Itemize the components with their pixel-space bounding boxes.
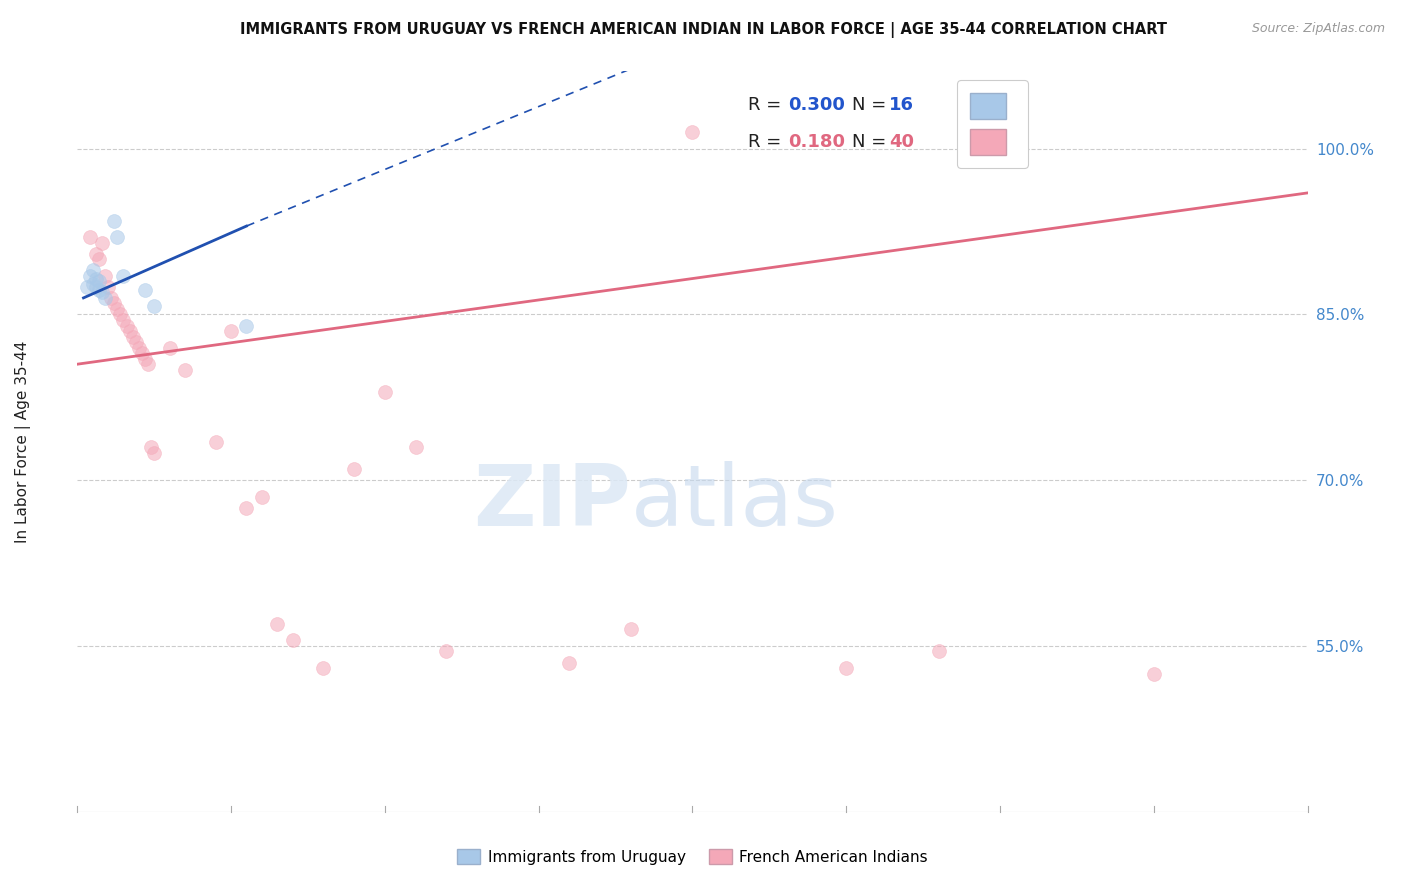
Point [125, 335, 148, 350]
Point [204, 434, 226, 449]
Point [312, 661, 335, 675]
Point [115, 318, 138, 333]
Text: 0.300: 0.300 [789, 95, 845, 113]
Point [281, 633, 304, 648]
Point [174, 362, 197, 376]
Point [143, 445, 166, 459]
Point [82, 263, 104, 277]
Point [134, 283, 156, 297]
Point [1143, 666, 1166, 681]
Text: Source: ZipAtlas.com: Source: ZipAtlas.com [1251, 22, 1385, 36]
Point [84, 272, 107, 286]
Point [136, 357, 159, 371]
Point [436, 644, 458, 658]
Point [84, 280, 107, 294]
Point [620, 623, 643, 637]
Point [121, 329, 143, 343]
Point [79, 268, 101, 283]
Point [235, 500, 257, 515]
Point [97, 280, 120, 294]
Text: N =: N = [852, 133, 893, 151]
Text: R =: R = [748, 133, 787, 151]
Point [343, 462, 366, 476]
Text: N =: N = [852, 95, 893, 113]
Point [112, 313, 135, 327]
Point [405, 440, 427, 454]
Text: 0.180: 0.180 [789, 133, 845, 151]
Point [76, 280, 98, 294]
Point [928, 644, 950, 658]
Point [118, 324, 141, 338]
Point [558, 656, 581, 670]
Point [100, 291, 122, 305]
Point [219, 324, 242, 338]
Point [141, 440, 163, 454]
Legend: Immigrants from Uruguay, French American Indians: Immigrants from Uruguay, French American… [451, 843, 934, 871]
Point [84, 246, 107, 260]
Point [87, 283, 110, 297]
Point [87, 252, 110, 267]
Point [131, 346, 153, 360]
Point [374, 384, 396, 399]
Point [79, 230, 101, 244]
Text: ZIP: ZIP [474, 461, 631, 544]
Point [250, 490, 273, 504]
Point [103, 296, 125, 310]
Text: In Labor Force | Age 35-44: In Labor Force | Age 35-44 [15, 341, 31, 542]
Point [128, 341, 150, 355]
Point [143, 299, 166, 313]
Point [105, 230, 128, 244]
Text: IMMIGRANTS FROM URUGUAY VS FRENCH AMERICAN INDIAN IN LABOR FORCE | AGE 35-44 COR: IMMIGRANTS FROM URUGUAY VS FRENCH AMERIC… [239, 22, 1167, 38]
Point [90, 235, 114, 250]
Point [90, 285, 114, 300]
Point [87, 274, 110, 288]
Point [82, 277, 104, 291]
Point [835, 661, 858, 675]
Text: R =: R = [748, 95, 787, 113]
Point [112, 268, 135, 283]
Point [235, 318, 257, 333]
Point [266, 616, 288, 631]
Point [682, 125, 704, 139]
Text: atlas: atlas [631, 461, 839, 544]
Point [110, 308, 132, 322]
Point [159, 341, 181, 355]
Point [103, 213, 125, 227]
Point [94, 268, 117, 283]
Point [94, 291, 117, 305]
Text: 16: 16 [890, 95, 914, 113]
Point [105, 301, 128, 316]
Point [134, 351, 156, 366]
Text: 40: 40 [890, 133, 914, 151]
